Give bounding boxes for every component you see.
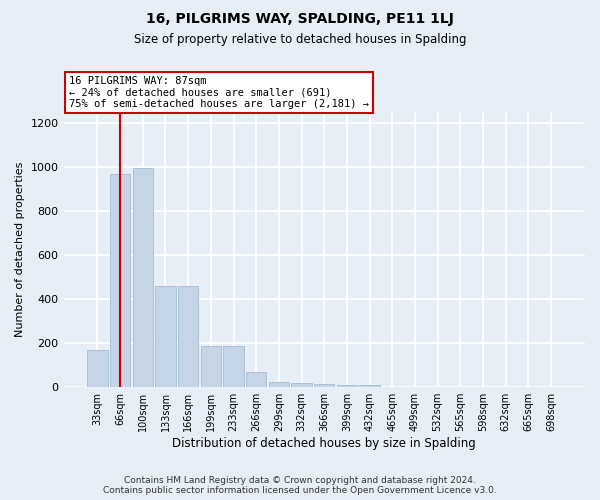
Text: 16 PILGRIMS WAY: 87sqm
← 24% of detached houses are smaller (691)
75% of semi-de: 16 PILGRIMS WAY: 87sqm ← 24% of detached… [69,76,369,110]
Bar [246,372,266,387]
X-axis label: Distribution of detached houses by size in Spalding: Distribution of detached houses by size … [172,437,476,450]
Bar [269,382,289,387]
Bar [337,385,357,387]
Bar [359,385,380,387]
Bar [292,383,312,387]
Text: 16, PILGRIMS WAY, SPALDING, PE11 1LJ: 16, PILGRIMS WAY, SPALDING, PE11 1LJ [146,12,454,26]
Y-axis label: Number of detached properties: Number of detached properties [15,162,25,338]
Bar [110,174,130,387]
Bar [200,346,221,387]
Bar [178,286,199,387]
Text: Contains HM Land Registry data © Crown copyright and database right 2024.
Contai: Contains HM Land Registry data © Crown c… [103,476,497,495]
Bar [223,346,244,387]
Bar [87,350,107,387]
Bar [314,384,334,387]
Bar [155,286,176,387]
Bar [133,168,153,387]
Text: Size of property relative to detached houses in Spalding: Size of property relative to detached ho… [134,32,466,46]
